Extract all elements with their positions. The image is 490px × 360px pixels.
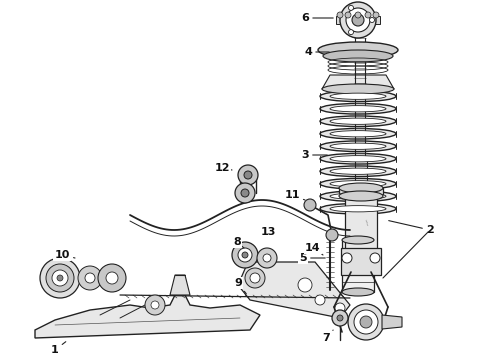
Text: 8: 8 [233, 237, 244, 248]
Polygon shape [322, 75, 394, 89]
Ellipse shape [320, 191, 396, 202]
Ellipse shape [320, 203, 396, 214]
Circle shape [238, 165, 258, 185]
Circle shape [348, 30, 353, 35]
Ellipse shape [330, 156, 386, 162]
Circle shape [238, 248, 252, 262]
Text: 10: 10 [54, 250, 75, 260]
Circle shape [340, 2, 376, 38]
Text: 3: 3 [301, 150, 327, 160]
Ellipse shape [330, 143, 386, 149]
Circle shape [369, 18, 374, 23]
Polygon shape [336, 16, 380, 24]
Ellipse shape [320, 116, 396, 127]
Circle shape [250, 273, 260, 283]
Circle shape [335, 303, 345, 313]
Text: 13: 13 [260, 227, 276, 237]
Ellipse shape [330, 168, 386, 174]
Circle shape [57, 275, 63, 281]
Text: 9: 9 [234, 278, 246, 294]
Circle shape [354, 310, 378, 334]
Circle shape [257, 248, 277, 268]
Circle shape [235, 183, 255, 203]
Circle shape [244, 171, 252, 179]
Circle shape [78, 266, 102, 290]
Circle shape [263, 254, 271, 262]
Text: 2: 2 [389, 221, 434, 235]
Text: 12: 12 [214, 163, 232, 173]
Ellipse shape [330, 206, 386, 212]
Circle shape [98, 264, 126, 292]
Polygon shape [341, 248, 381, 275]
Ellipse shape [339, 191, 383, 201]
Circle shape [232, 242, 258, 268]
Ellipse shape [320, 179, 396, 189]
Circle shape [46, 264, 74, 292]
Polygon shape [342, 240, 374, 292]
Circle shape [373, 12, 379, 18]
Circle shape [370, 253, 380, 263]
Circle shape [348, 304, 384, 340]
Text: 14: 14 [305, 243, 323, 255]
Ellipse shape [330, 118, 386, 124]
Text: 4: 4 [304, 47, 329, 57]
Circle shape [315, 295, 325, 305]
Text: 11: 11 [284, 190, 305, 200]
Circle shape [85, 273, 95, 283]
Circle shape [348, 5, 353, 10]
Circle shape [355, 12, 361, 18]
Polygon shape [382, 315, 402, 329]
Circle shape [52, 270, 68, 286]
Circle shape [40, 258, 80, 298]
Ellipse shape [320, 103, 396, 114]
Circle shape [365, 12, 371, 18]
Ellipse shape [322, 84, 394, 94]
Ellipse shape [320, 166, 396, 176]
Circle shape [346, 8, 370, 32]
Circle shape [145, 295, 165, 315]
Ellipse shape [342, 236, 374, 244]
Circle shape [337, 12, 343, 18]
Polygon shape [170, 275, 190, 295]
Circle shape [304, 199, 316, 211]
Polygon shape [345, 196, 377, 250]
Ellipse shape [330, 93, 386, 99]
Circle shape [242, 252, 248, 258]
Circle shape [241, 189, 249, 197]
Text: 6: 6 [301, 13, 333, 23]
Ellipse shape [320, 91, 396, 102]
Circle shape [245, 268, 265, 288]
Circle shape [106, 272, 118, 284]
Text: 5: 5 [299, 253, 325, 263]
Ellipse shape [320, 129, 396, 139]
Circle shape [337, 315, 343, 321]
Ellipse shape [320, 141, 396, 152]
Circle shape [298, 278, 312, 292]
Circle shape [332, 310, 348, 326]
Ellipse shape [330, 131, 386, 137]
Circle shape [352, 14, 364, 26]
Ellipse shape [330, 181, 386, 187]
Ellipse shape [330, 193, 386, 199]
Circle shape [342, 253, 352, 263]
Circle shape [151, 301, 159, 309]
Text: 7: 7 [322, 330, 333, 343]
Ellipse shape [320, 153, 396, 164]
Text: /: / [365, 220, 370, 226]
Circle shape [326, 229, 338, 241]
Circle shape [360, 316, 372, 328]
Ellipse shape [318, 42, 398, 58]
Ellipse shape [339, 183, 383, 193]
Circle shape [345, 12, 351, 18]
Ellipse shape [323, 50, 393, 62]
Ellipse shape [330, 105, 386, 112]
Ellipse shape [342, 288, 374, 296]
Polygon shape [339, 188, 383, 196]
Polygon shape [35, 295, 260, 338]
Text: 1: 1 [51, 342, 66, 355]
Polygon shape [238, 262, 350, 318]
